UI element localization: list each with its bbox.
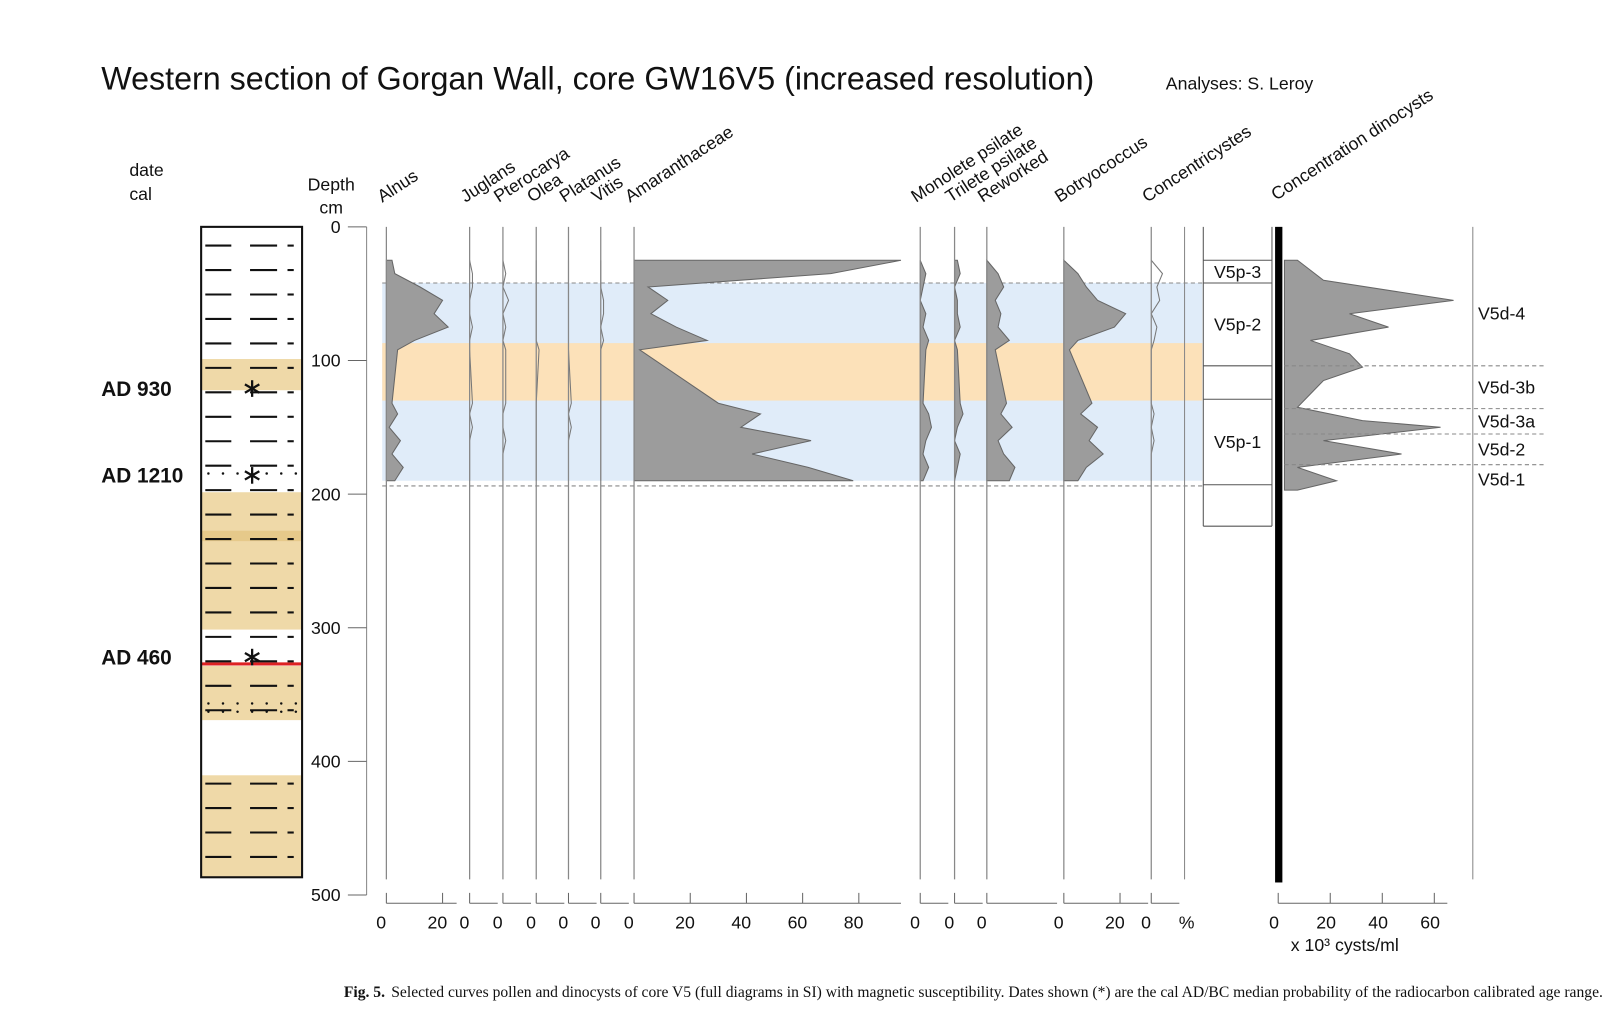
litho-sand bbox=[201, 530, 303, 542]
x-tick-label: 0 bbox=[944, 912, 954, 932]
y-tick-label: 500 bbox=[311, 885, 341, 905]
litho-sand bbox=[201, 492, 303, 630]
litho-dot bbox=[265, 702, 268, 705]
litho-dot bbox=[221, 702, 225, 705]
curve-area bbox=[919, 260, 933, 482]
litho-dot bbox=[294, 472, 298, 475]
zone-label: V5p-3 bbox=[1214, 262, 1261, 282]
x-tick-label: 0 bbox=[1141, 912, 1151, 932]
curve-area bbox=[1063, 259, 1127, 482]
y-tick-label: 100 bbox=[311, 351, 341, 371]
curve-area bbox=[633, 259, 902, 482]
litho-dot bbox=[236, 710, 239, 714]
x-tick-label: 0 bbox=[376, 912, 386, 932]
figure-title: Western section of Gorgan Wall, core GW1… bbox=[101, 60, 1094, 96]
x-tick-label: 20 bbox=[428, 912, 448, 932]
zone-label: V5d-3b bbox=[1478, 377, 1535, 397]
date-label: AD 930 bbox=[101, 378, 172, 401]
zone-label: V5d-4 bbox=[1478, 303, 1525, 323]
caption-text: Selected curves pollen and dinocysts of … bbox=[391, 984, 1603, 1001]
date-label: AD 1210 bbox=[101, 465, 183, 488]
litho-dot bbox=[280, 710, 283, 714]
asterisk-stroke bbox=[244, 470, 260, 481]
x-tick-label: 40 bbox=[731, 912, 751, 932]
x-tick-label: 20 bbox=[1316, 912, 1336, 932]
litho-dot bbox=[207, 472, 210, 475]
x-tick-label: 60 bbox=[788, 912, 808, 932]
zone-label: V5d-1 bbox=[1478, 470, 1525, 490]
litho-dot bbox=[236, 702, 239, 705]
litho-dot bbox=[294, 702, 298, 705]
concentration-unit: x 10³ cysts/ml bbox=[1291, 935, 1399, 955]
lithology-column bbox=[200, 225, 304, 879]
depth-label: Depth bbox=[308, 174, 355, 194]
date-asterisk bbox=[244, 648, 260, 666]
x-tick-label: 20 bbox=[1105, 912, 1125, 932]
litho-dot bbox=[207, 702, 210, 705]
litho-dot bbox=[265, 472, 268, 475]
x-tick-label: 0 bbox=[558, 912, 568, 932]
concentration-bar bbox=[1275, 226, 1283, 883]
caption: Fig. 5. Selected curves pollen and dinocy… bbox=[344, 984, 1603, 1001]
litho-dot bbox=[265, 710, 268, 714]
litho-dot bbox=[207, 710, 210, 714]
zone-label: V5d-3a bbox=[1478, 412, 1535, 432]
asterisk-stroke bbox=[244, 383, 260, 394]
x-tick-label: 40 bbox=[1368, 912, 1388, 932]
curve-area bbox=[385, 259, 450, 482]
x-tick-label: 60 bbox=[1420, 912, 1440, 932]
x-tick-label: 0 bbox=[624, 912, 634, 932]
date-asterisk bbox=[244, 467, 260, 484]
litho-dot bbox=[221, 710, 225, 714]
x-tick-label: 0 bbox=[977, 912, 987, 932]
curve-line bbox=[502, 260, 510, 481]
litho-dot bbox=[221, 472, 225, 475]
zone-label: V5p-2 bbox=[1214, 315, 1261, 335]
curve-area bbox=[986, 258, 1016, 482]
x-tick-label: 0 bbox=[460, 912, 470, 932]
x-tick-label: 0 bbox=[1054, 912, 1064, 932]
x-tick-label: 20 bbox=[675, 912, 695, 932]
date-label: cal bbox=[129, 184, 152, 204]
y-tick-label: 200 bbox=[311, 484, 341, 504]
x-tick-label: 0 bbox=[591, 912, 601, 932]
depth-label: cm bbox=[319, 197, 343, 217]
x-tick-label: 80 bbox=[844, 912, 864, 932]
litho-dot bbox=[280, 702, 283, 705]
x-tick-label: 0 bbox=[493, 912, 503, 932]
y-tick-label: 0 bbox=[331, 217, 341, 237]
caption-label: Fig. 5. bbox=[344, 984, 385, 1001]
curve-area bbox=[1283, 259, 1454, 491]
litho-dot bbox=[250, 702, 254, 705]
litho-sand bbox=[201, 775, 303, 878]
date-label: AD 460 bbox=[101, 646, 172, 669]
zone-label: V5d-2 bbox=[1478, 440, 1525, 460]
y-tick-label: 300 bbox=[311, 618, 341, 638]
litho-dot bbox=[250, 710, 254, 714]
litho-frame bbox=[200, 225, 304, 879]
y-tick-label: 400 bbox=[311, 752, 341, 772]
x-tick-label: 0 bbox=[910, 912, 920, 932]
analyst: Analyses: S. Leroy bbox=[1166, 73, 1314, 93]
litho-dot bbox=[280, 472, 283, 475]
litho-dot bbox=[236, 472, 239, 475]
litho-dot bbox=[294, 710, 298, 714]
date-asterisk bbox=[244, 380, 260, 397]
x-tick-label: 0 bbox=[526, 912, 536, 932]
date-label: date bbox=[129, 160, 164, 180]
asterisk-stroke bbox=[244, 651, 260, 663]
zone-label: V5p-1 bbox=[1214, 432, 1261, 452]
curve-area bbox=[954, 259, 964, 481]
x-tick-label: 0 bbox=[1269, 912, 1279, 932]
unit-label: % bbox=[1179, 912, 1195, 932]
